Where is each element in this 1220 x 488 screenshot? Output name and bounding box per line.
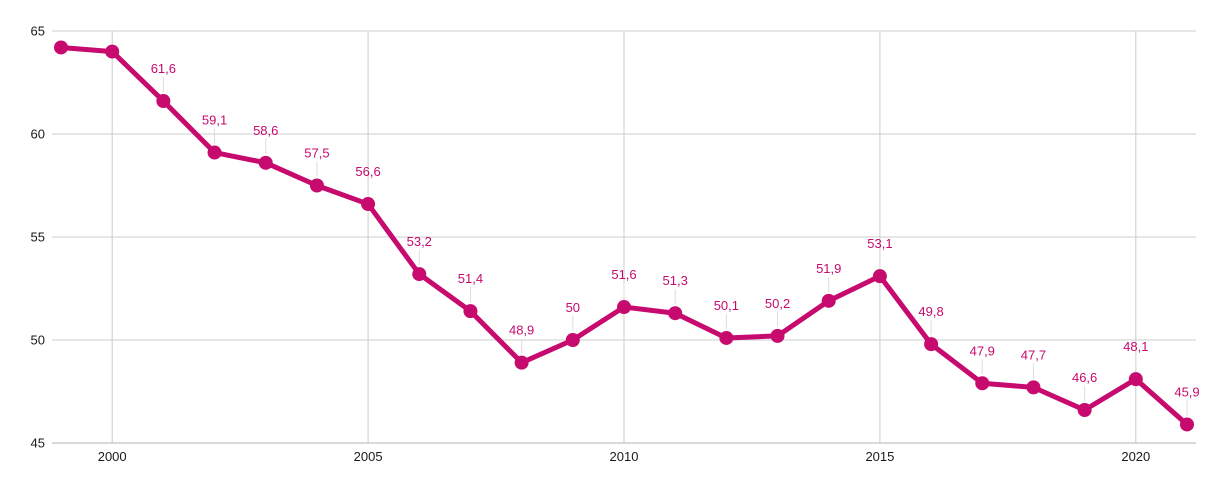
data-point[interactable] — [719, 330, 734, 345]
data-point[interactable] — [821, 293, 836, 308]
data-point[interactable] — [1026, 380, 1041, 395]
y-axis-tick-label: 55 — [31, 230, 45, 245]
data-point[interactable] — [770, 328, 785, 343]
x-axis-tick-label: 2015 — [865, 449, 894, 464]
data-point-label: 47,7 — [1021, 347, 1046, 362]
y-axis-tick-label: 60 — [31, 127, 45, 142]
data-point[interactable] — [309, 178, 324, 193]
data-point[interactable] — [463, 304, 478, 319]
data-point[interactable] — [1077, 403, 1092, 418]
data-point-label: 50,2 — [765, 296, 790, 311]
data-point-label: 53,1 — [867, 236, 892, 251]
data-point[interactable] — [1128, 372, 1143, 387]
data-point[interactable] — [1180, 417, 1194, 432]
data-point[interactable] — [514, 355, 529, 370]
data-point-label: 50,1 — [714, 298, 739, 313]
y-axis-tick-label: 45 — [31, 436, 45, 451]
x-axis-tick-label: 2010 — [610, 449, 639, 464]
data-point[interactable] — [258, 155, 273, 170]
data-point-label: 47,9 — [970, 343, 995, 358]
data-point-label: 49,8 — [918, 304, 943, 319]
data-point-label: 58,6 — [253, 123, 278, 138]
x-axis-tick-label: 2020 — [1121, 449, 1150, 464]
data-point[interactable] — [412, 267, 427, 282]
data-point-label: 51,6 — [611, 267, 636, 282]
data-point-label: 48,1 — [1123, 339, 1148, 354]
x-axis-tick-label: 2000 — [98, 449, 127, 464]
data-point[interactable] — [565, 333, 580, 347]
data-point-label: 50 — [566, 300, 580, 315]
data-point-label: 45,9 — [1174, 384, 1199, 399]
data-point-label: 61,6 — [151, 61, 176, 76]
data-point-label: 56,6 — [355, 164, 380, 179]
data-point[interactable] — [924, 337, 939, 352]
data-point-label: 53,2 — [407, 234, 432, 249]
data-point[interactable] — [668, 306, 683, 321]
y-axis-tick-label: 50 — [31, 333, 45, 348]
data-point-label: 51,3 — [663, 273, 688, 288]
data-point[interactable] — [156, 94, 171, 109]
data-point[interactable] — [105, 44, 120, 59]
data-point[interactable] — [54, 40, 68, 55]
data-point-label: 48,9 — [509, 323, 534, 338]
data-point-label: 57,5 — [304, 146, 329, 161]
data-point[interactable] — [872, 269, 887, 284]
data-point-label: 59,1 — [202, 113, 227, 128]
y-axis-tick-label: 65 — [31, 24, 45, 39]
data-point[interactable] — [975, 376, 990, 391]
data-point-label: 46,6 — [1072, 370, 1097, 385]
data-point[interactable] — [617, 300, 631, 315]
data-point[interactable] — [207, 145, 222, 160]
data-point-label: 51,9 — [816, 261, 841, 276]
data-point-label: 51,4 — [458, 271, 483, 286]
data-point[interactable] — [361, 197, 376, 212]
x-axis-tick-label: 2005 — [354, 449, 383, 464]
